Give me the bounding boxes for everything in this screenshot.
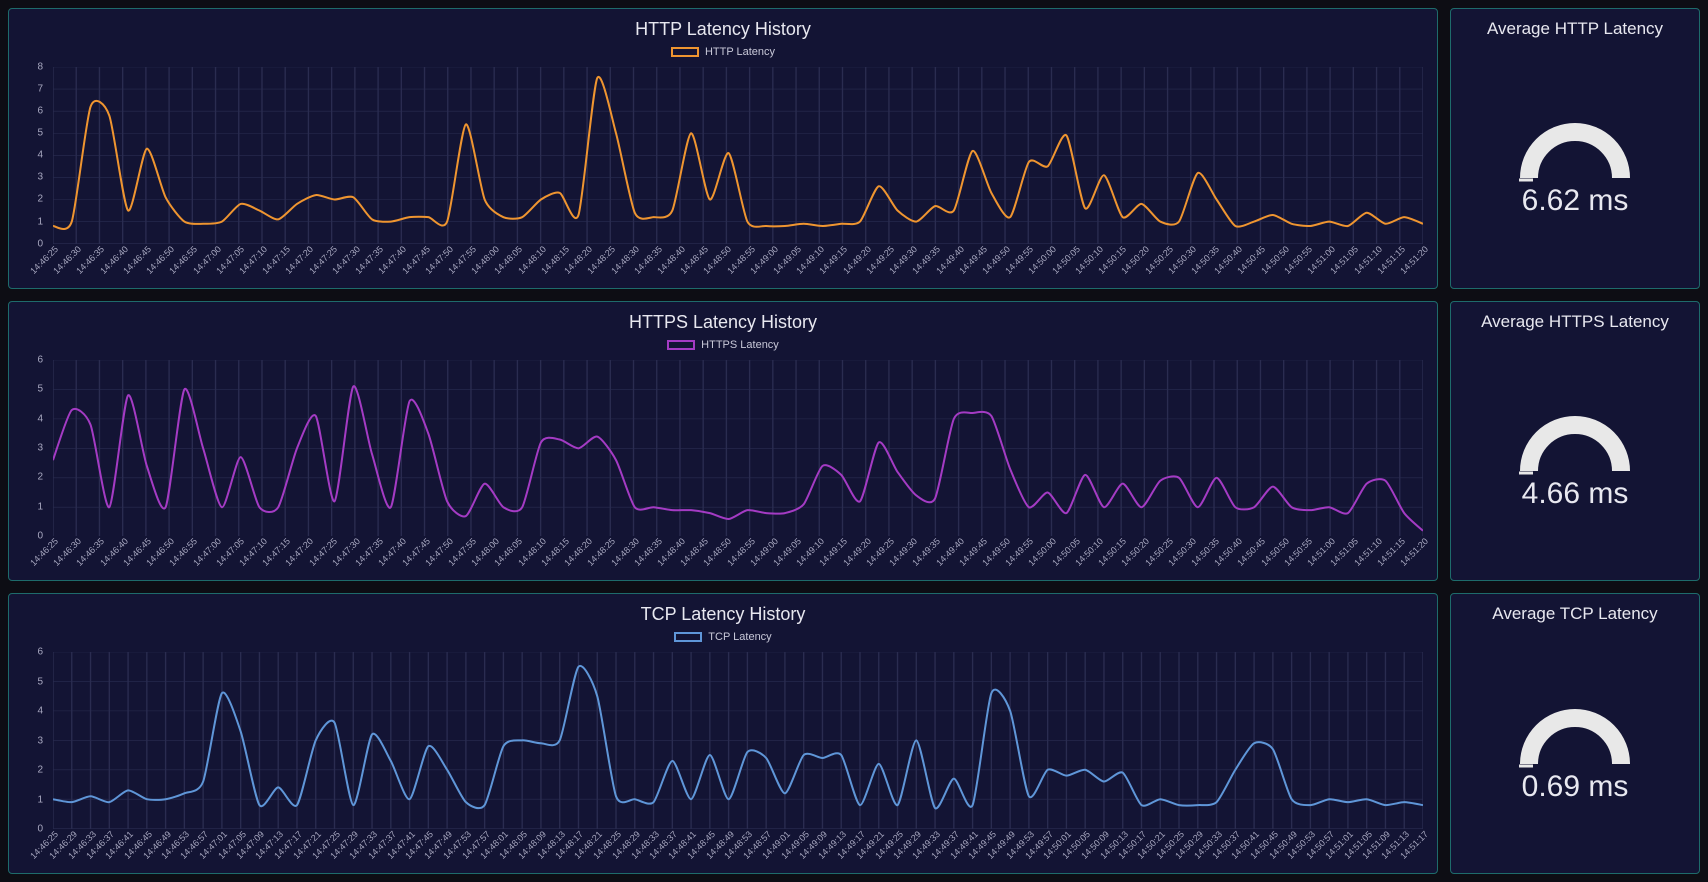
y-axis-labels: 0123456	[9, 360, 49, 537]
y-tick-label: 3	[37, 172, 43, 183]
gauge-value: 4.66 ms	[1522, 477, 1629, 511]
x-axis-labels: 14:46:2514:46:2914:46:3314:46:3714:46:41…	[53, 829, 1423, 871]
y-tick-label: 1	[37, 794, 43, 805]
chart-plot-area[interactable]	[53, 360, 1423, 537]
y-tick-label: 2	[37, 472, 43, 483]
chart-legend: TCP Latency	[9, 629, 1437, 649]
y-tick-label: 5	[37, 384, 43, 395]
tcp-latency-chart-panel: TCP Latency History TCP Latency 0123456 …	[8, 593, 1438, 874]
legend-label: TCP Latency	[708, 631, 771, 643]
chart-title: HTTP Latency History	[9, 9, 1437, 44]
y-tick-label: 3	[37, 442, 43, 453]
gauge-body: 6.62 ms	[1505, 39, 1645, 288]
series-line	[53, 666, 1423, 809]
avg-https-gauge-panel: Average HTTPS Latency 4.66 ms	[1450, 301, 1700, 582]
y-tick-label: 0	[37, 823, 43, 834]
dashboard-grid: HTTP Latency History HTTP Latency 0 1 2 3 4 5…	[8, 8, 1700, 874]
legend-swatch	[667, 340, 695, 350]
y-tick-label: 0	[37, 531, 43, 542]
y-tick-label: 1	[37, 216, 43, 227]
y-tick-label: 4	[37, 706, 43, 717]
gauge-value: 0.69 ms	[1522, 770, 1629, 804]
x-axis-labels: 14:46:2514:46:3014:46:3514:46:4014:46:45…	[53, 536, 1423, 578]
gauge-title: Average HTTP Latency	[1479, 9, 1671, 39]
y-tick-label: 1	[37, 501, 43, 512]
https-latency-chart-panel: HTTPS Latency History HTTPS Latency 0 1 2 3…	[8, 301, 1438, 582]
x-axis-labels: 14:46:2514:46:3014:46:3514:46:4014:46:45…	[53, 244, 1423, 286]
y-tick-label: 5	[37, 676, 43, 687]
gauge-body: 4.66 ms	[1505, 332, 1645, 581]
y-tick-label: 3	[37, 735, 43, 746]
legend-swatch	[671, 47, 699, 57]
y-tick-label: 2	[37, 194, 43, 205]
chart-legend: HTTP Latency	[9, 44, 1437, 64]
series-line	[53, 386, 1423, 531]
http-latency-chart-panel: HTTP Latency History HTTP Latency 0 1 2 3 4 5…	[8, 8, 1438, 289]
gauge-arc-icon	[1505, 694, 1645, 774]
chart-title: HTTPS Latency History	[9, 302, 1437, 337]
y-tick-label: 6	[37, 106, 43, 117]
chart-plot-area[interactable]	[53, 67, 1423, 244]
y-tick-label: 2	[37, 765, 43, 776]
chart-title: TCP Latency History	[9, 594, 1437, 629]
avg-http-gauge-panel: Average HTTP Latency 6.62 ms	[1450, 8, 1700, 289]
series-line	[53, 77, 1423, 229]
gauge-value: 6.62 ms	[1522, 184, 1629, 218]
gauge-arc-icon	[1505, 401, 1645, 481]
y-tick-label: 5	[37, 128, 43, 139]
gauge-body: 0.69 ms	[1505, 624, 1645, 873]
avg-tcp-gauge-panel: Average TCP Latency 0.69 ms	[1450, 593, 1700, 874]
gauge-title: Average HTTPS Latency	[1473, 302, 1677, 332]
y-tick-label: 4	[37, 150, 43, 161]
y-axis-labels: 012345678	[9, 67, 49, 244]
chart-legend: HTTPS Latency	[9, 337, 1437, 357]
y-tick-label: 6	[37, 647, 43, 658]
gauge-arc-icon	[1505, 108, 1645, 188]
y-axis-labels: 0123456	[9, 652, 49, 829]
y-tick-label: 6	[37, 354, 43, 365]
gauge-title: Average TCP Latency	[1484, 594, 1665, 624]
legend-swatch	[674, 632, 702, 642]
legend-label: HTTPS Latency	[701, 339, 779, 351]
y-tick-label: 8	[37, 62, 43, 73]
y-tick-label: 0	[37, 238, 43, 249]
y-tick-label: 4	[37, 413, 43, 424]
chart-plot-area[interactable]	[53, 652, 1423, 829]
legend-label: HTTP Latency	[705, 46, 775, 58]
y-tick-label: 7	[37, 84, 43, 95]
